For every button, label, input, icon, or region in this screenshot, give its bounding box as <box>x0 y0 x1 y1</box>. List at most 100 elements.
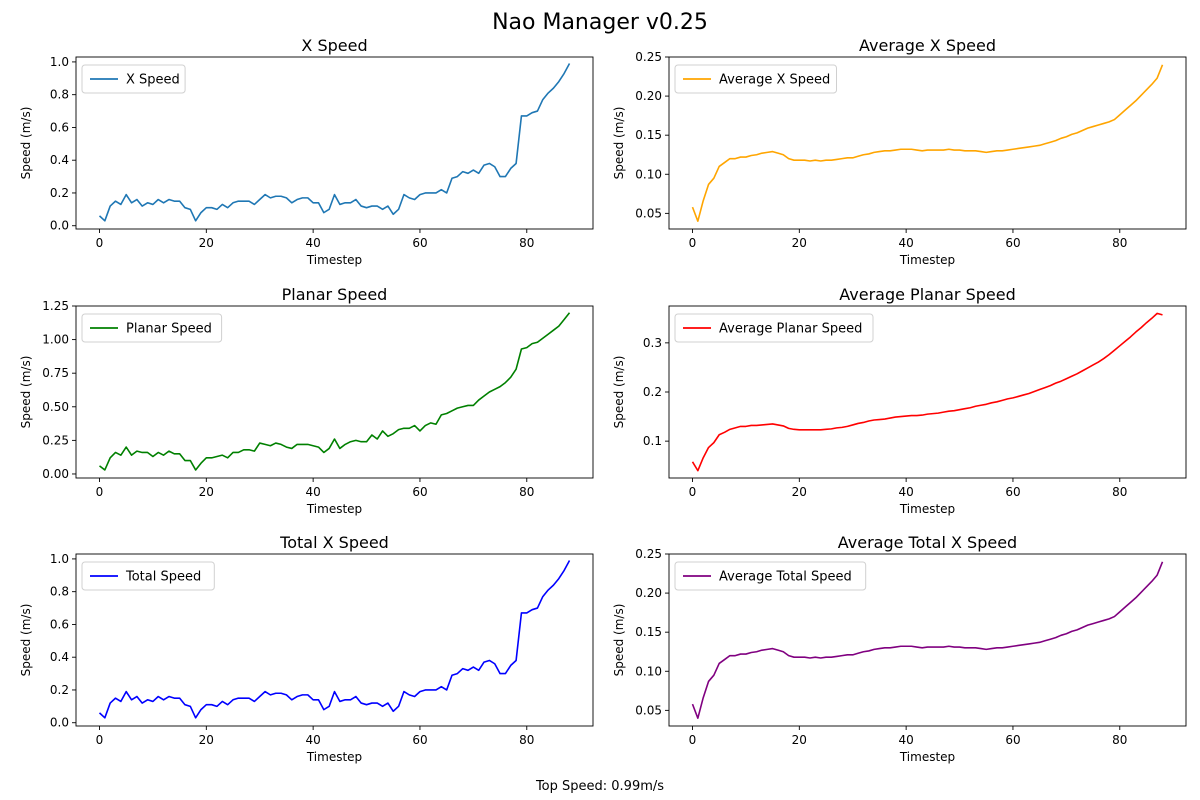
y-tick-label: 0.15 <box>635 625 662 639</box>
x-tick-label: 0 <box>96 485 104 499</box>
x-tick-label: 0 <box>689 485 697 499</box>
chart-average-planar-speed: Average Planar Speed 0 20 40 60 80 0.1 0.2 0.3 Ti… <box>612 285 1187 516</box>
y-tick-label: 0.4 <box>50 153 69 167</box>
y-tick-label: 0.0 <box>50 219 69 233</box>
y-tick-label: 0.10 <box>635 664 662 678</box>
y-tick-label: 0.15 <box>635 128 662 142</box>
legend-box <box>81 64 186 94</box>
x-tick-label: 40 <box>305 485 320 499</box>
legend-box <box>81 313 223 343</box>
y-tick-label: 0.4 <box>50 650 69 664</box>
x-tick-label: 20 <box>792 485 807 499</box>
x-tick-label: 60 <box>1005 733 1020 747</box>
y-tick-label: 0.05 <box>635 206 662 220</box>
x-tick-label: 40 <box>898 236 913 250</box>
x-tick-label: 60 <box>412 733 427 747</box>
legend: Planar Speed <box>81 313 223 343</box>
series-line-planar-speed <box>99 312 571 471</box>
x-tick-label: 60 <box>1005 236 1020 250</box>
y-axis-label: Speed (m/s) <box>19 356 33 429</box>
x-tick-label: 20 <box>199 236 214 250</box>
y-tick-label: 1.00 <box>42 333 69 347</box>
y-tick-label: 0.25 <box>635 547 662 561</box>
legend: Average X Speed <box>674 64 837 94</box>
chart-title: X Speed <box>301 36 367 55</box>
y-axis-label: Speed (m/s) <box>19 604 33 677</box>
y-tick-label: 0.2 <box>50 186 69 200</box>
y-tick-label: 0.25 <box>635 50 662 64</box>
y-tick-label: 0.25 <box>42 433 69 447</box>
y-tick-label: 0.20 <box>635 89 662 103</box>
x-axis-label: Timestep <box>899 253 955 267</box>
legend-box <box>674 64 837 94</box>
x-axis-label: Timestep <box>899 750 955 764</box>
y-tick-label: 0.6 <box>50 617 69 631</box>
x-tick-label: 80 <box>519 236 534 250</box>
chart-total-x-speed: Total X Speed 0 20 40 60 80 0.0 0.2 0.4 0.6 0.8 1.0… <box>19 533 594 764</box>
legend: Average Total Speed <box>674 561 867 591</box>
y-tick-label: 1.0 <box>50 55 69 69</box>
x-tick-label: 20 <box>199 733 214 747</box>
legend: X Speed <box>81 64 186 94</box>
chart-average-total-x-speed: Average Total X Speed 0 20 40 60 80 0.05 0.10 0.… <box>612 533 1187 764</box>
x-axis-label: Timestep <box>899 502 955 516</box>
y-axis-label: Speed (m/s) <box>612 107 626 180</box>
legend: Total Speed <box>81 561 215 591</box>
x-tick-label: 20 <box>792 733 807 747</box>
x-tick-label: 80 <box>519 485 534 499</box>
x-tick-label: 40 <box>898 733 913 747</box>
y-axis-label: Speed (m/s) <box>19 107 33 180</box>
x-tick-label: 0 <box>96 236 104 250</box>
series-line-x-speed <box>98 63 571 222</box>
y-tick-label: 0.8 <box>50 585 69 599</box>
y-tick-label: 0.75 <box>42 366 69 380</box>
legend-label: Total Speed <box>125 570 201 585</box>
y-tick-label: 1.0 <box>50 552 69 566</box>
legend: Average Planar Speed <box>674 313 874 343</box>
series-line-average-planar-speed <box>691 312 1163 472</box>
x-tick-label: 40 <box>305 733 320 747</box>
chart-title: Average Planar Speed <box>839 285 1015 304</box>
chart-title: Total X Speed <box>279 533 389 552</box>
y-axis-label: Speed (m/s) <box>612 356 626 429</box>
series-line-average-total-speed <box>691 561 1164 719</box>
y-tick-label: 0.2 <box>643 385 662 399</box>
series-line-total-speed <box>98 560 571 719</box>
y-tick-label: 0.00 <box>42 467 69 481</box>
y-tick-label: 0.2 <box>50 683 69 697</box>
x-tick-label: 20 <box>792 236 807 250</box>
y-tick-label: 0.1 <box>643 434 662 448</box>
x-tick-label: 80 <box>1112 733 1127 747</box>
legend-box <box>81 561 215 591</box>
x-tick-label: 20 <box>199 485 214 499</box>
top-speed-readout: Top Speed: 0.99m/s <box>535 779 665 794</box>
x-tick-label: 0 <box>689 733 697 747</box>
x-tick-label: 80 <box>1112 236 1127 250</box>
y-tick-label: 0.50 <box>42 400 69 414</box>
x-tick-label: 80 <box>1112 485 1127 499</box>
y-tick-label: 0.3 <box>643 336 662 350</box>
chart-title: Average Total X Speed <box>838 533 1017 552</box>
y-tick-label: 0.0 <box>50 716 69 730</box>
chart-title: Planar Speed <box>282 285 388 304</box>
x-tick-label: 40 <box>898 485 913 499</box>
legend-box <box>674 313 874 343</box>
y-tick-label: 0.8 <box>50 88 69 102</box>
y-axis-label: Speed (m/s) <box>612 604 626 677</box>
x-tick-label: 0 <box>689 236 697 250</box>
y-tick-label: 0.6 <box>50 120 69 134</box>
x-tick-label: 0 <box>96 733 104 747</box>
y-tick-label: 0.20 <box>635 586 662 600</box>
legend-label: Average X Speed <box>719 73 830 88</box>
legend-label: Average Total Speed <box>719 570 852 585</box>
chart-x-speed: X Speed 0 20 40 60 80 0.0 0.2 0.4 0.6 0.8 1.0 Timest… <box>19 36 594 267</box>
series-line-average-x-speed <box>691 64 1164 222</box>
x-tick-label: 60 <box>1005 485 1020 499</box>
legend-label: X Speed <box>126 73 180 88</box>
y-tick-label: 1.25 <box>42 299 69 313</box>
y-tick-label: 0.05 <box>635 703 662 717</box>
x-axis-label: Timestep <box>306 750 362 764</box>
x-tick-label: 40 <box>305 236 320 250</box>
x-axis-label: Timestep <box>306 502 362 516</box>
